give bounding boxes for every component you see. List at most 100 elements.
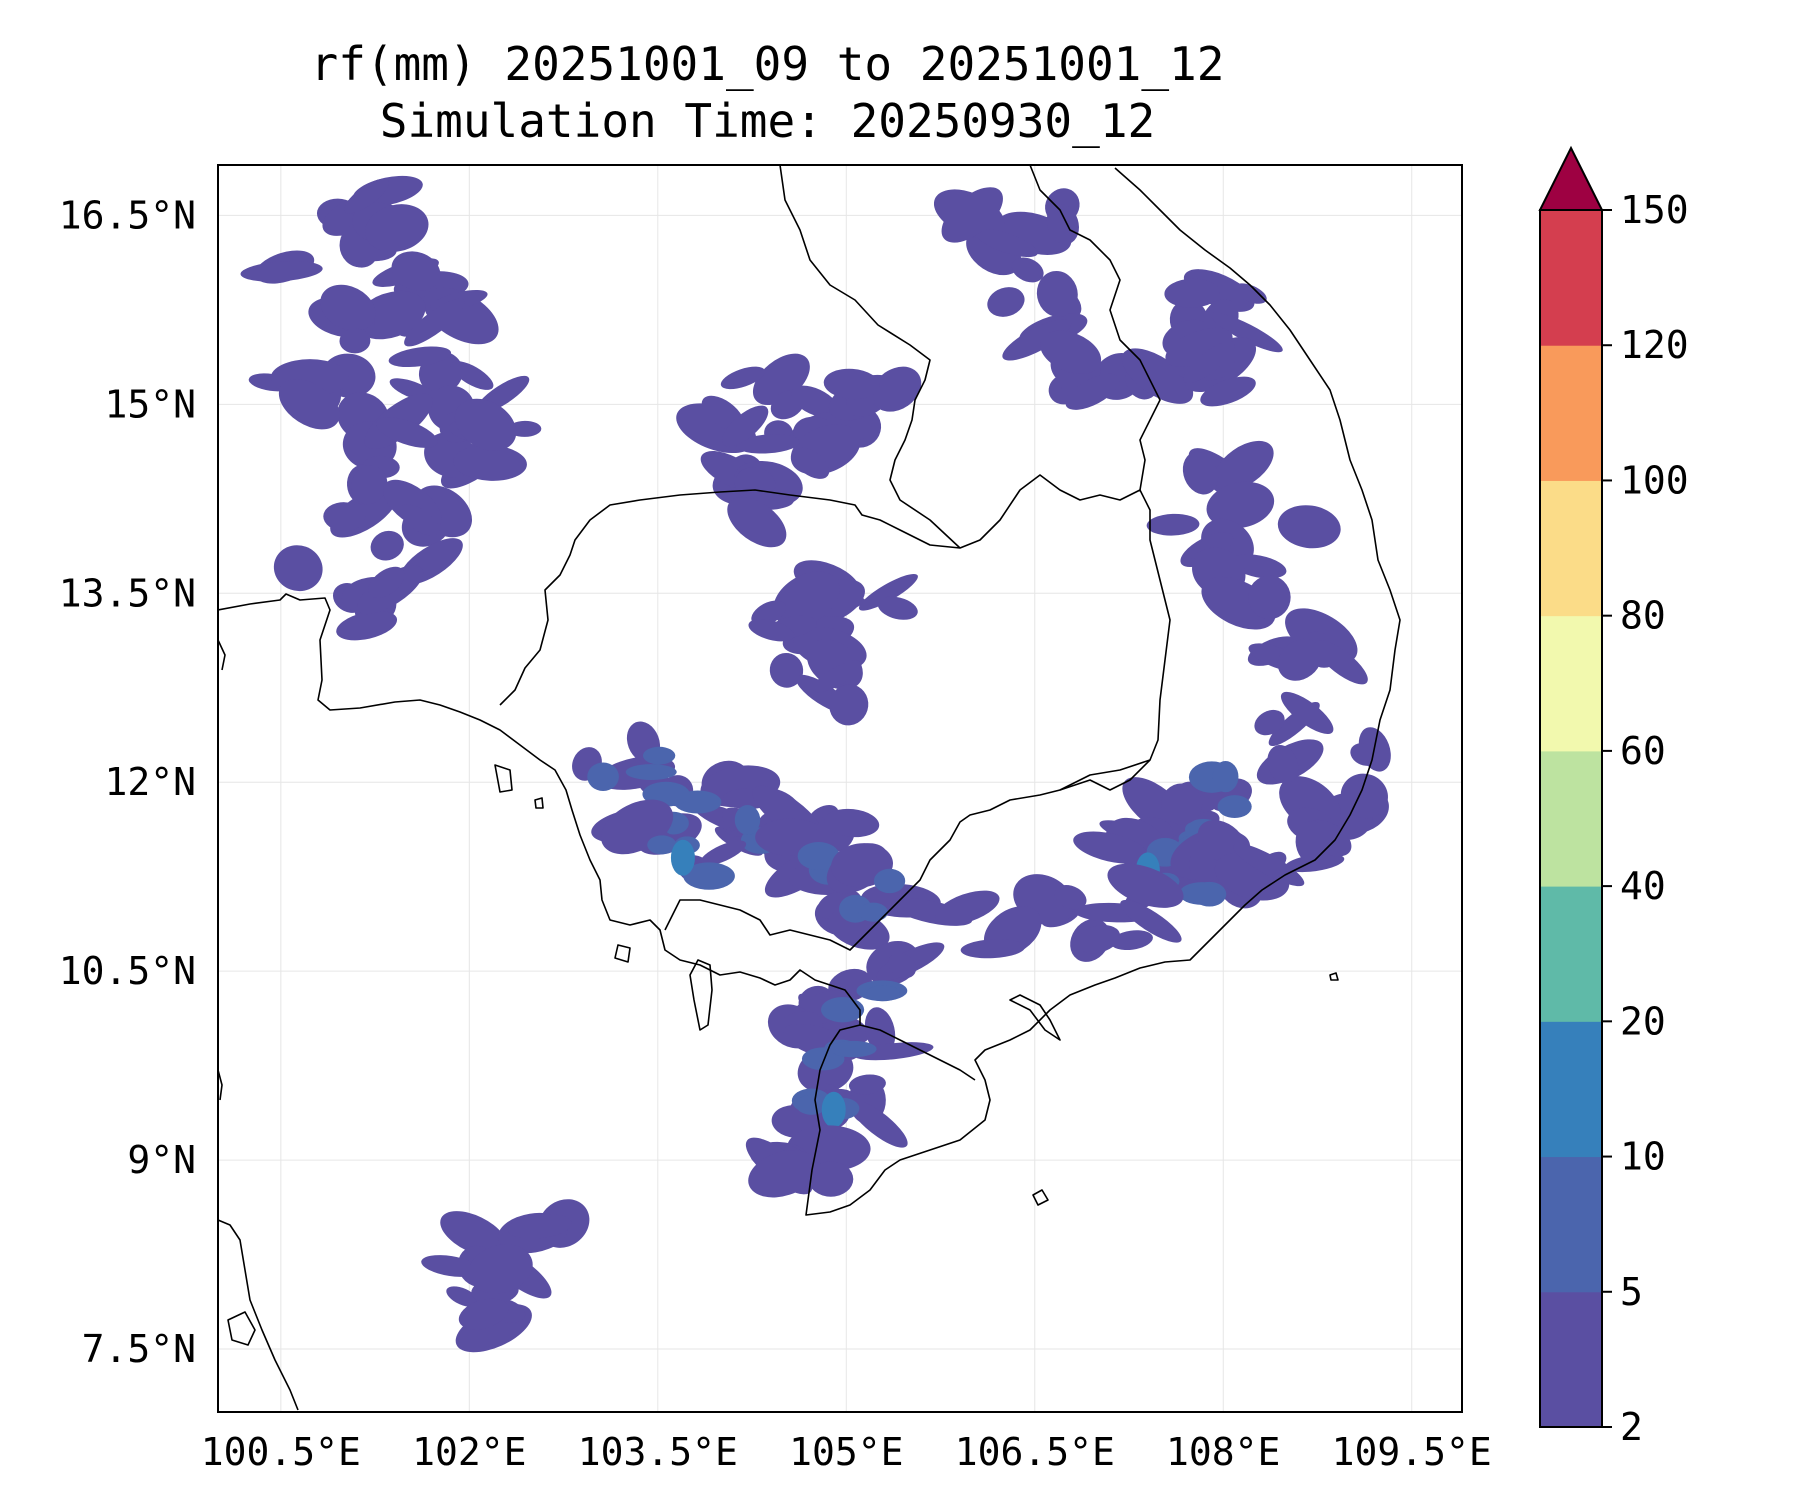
rain-blob	[791, 385, 839, 418]
rain-blob	[941, 187, 1003, 243]
rain-blob-5mm	[873, 868, 906, 894]
colorbar-tick-label: 150	[1620, 188, 1689, 232]
rain-blob	[1073, 831, 1149, 864]
rain-blob-5mm	[858, 902, 888, 922]
rain-blob	[975, 229, 1038, 258]
rain-blob	[365, 204, 429, 252]
lon-tick-label: 108°E	[1166, 1430, 1280, 1474]
rain-cell	[791, 940, 945, 1045]
rain-blob	[399, 504, 440, 536]
island-gulf-small	[534, 797, 544, 809]
rain-blob	[404, 298, 466, 347]
rain-blob	[468, 1244, 533, 1294]
rain-blob	[507, 1213, 572, 1239]
colorbar-tick-label: 10	[1620, 1135, 1666, 1179]
lat-tick-label: 12°N	[104, 760, 196, 804]
rain-blob	[351, 465, 388, 505]
rain-blob	[808, 1161, 854, 1197]
rain-blob	[1280, 691, 1334, 734]
rain-blob	[440, 1211, 508, 1257]
lat-tick-label: 10.5°N	[59, 949, 196, 993]
rain-blob	[1036, 270, 1078, 318]
lat-tick-label: 7.5°N	[82, 1327, 196, 1371]
rain-blob	[421, 1255, 480, 1277]
rain-blob	[1277, 505, 1341, 549]
rain-blob	[1011, 257, 1044, 283]
rain-blob	[792, 447, 830, 479]
lat-tick-label: 9°N	[127, 1138, 196, 1182]
island-con-dao	[1032, 1189, 1049, 1206]
rain-blob-5mm	[625, 764, 677, 780]
rain-blob	[1161, 783, 1203, 825]
rain-blob	[748, 1150, 818, 1198]
longitude-labels: 100.5°E 102°E 103.5°E 105°E 106.5°E 108°E 109.…	[201, 1430, 1492, 1474]
rain-blob	[1120, 900, 1182, 943]
rain-blob	[1002, 319, 1072, 361]
rain-cell	[591, 799, 747, 890]
colorbar-tick-label: 60	[1620, 729, 1666, 773]
rain-blob	[1200, 376, 1256, 407]
rain-blob	[960, 939, 1025, 959]
lon-tick-label: 105°E	[789, 1430, 903, 1474]
rain-cell	[771, 1074, 908, 1148]
rain-blob-5mm	[734, 804, 761, 835]
rain-blob	[1065, 373, 1120, 410]
island-koh-rong	[614, 944, 631, 963]
rain-cell	[1279, 727, 1391, 840]
rain-blob	[1267, 745, 1299, 784]
coastlines-borders	[218, 165, 1401, 1411]
rain-blob	[1040, 330, 1102, 374]
rain-blob-5mm	[1179, 882, 1226, 905]
rain-blob	[824, 808, 880, 838]
rain-blob-10mm	[670, 839, 695, 876]
colorbar-tick-label: 5	[1620, 1270, 1643, 1314]
rain-blob	[1182, 451, 1219, 495]
rain-cell	[1197, 807, 1352, 901]
rainfall-field	[240, 175, 1391, 1353]
rain-blob-5mm	[1217, 795, 1252, 819]
rain-blob	[871, 366, 922, 412]
colorbar-tick-label: 40	[1620, 864, 1666, 908]
rain-blob	[391, 251, 441, 291]
rain-blob	[1214, 440, 1274, 491]
island-phu-quoc	[689, 959, 713, 1031]
rain-blob	[769, 652, 804, 688]
colorbar: 2 5 10 20 40 60 80 100 120 150	[1538, 145, 1689, 1449]
rain-blob	[1076, 924, 1121, 954]
latitude-labels: 16.5°N 15°N 13.5°N 12°N 10.5°N 9°N 7.5°N	[59, 193, 196, 1371]
colorbar-segment	[1540, 345, 1602, 481]
lat-tick-label: 13.5°N	[59, 571, 196, 615]
rain-blob-5mm	[795, 1094, 828, 1115]
rain-blob	[1110, 930, 1153, 951]
colorbar-segment	[1540, 1156, 1602, 1293]
rain-blob	[273, 545, 323, 592]
rain-blob	[1314, 640, 1368, 685]
rain-cell	[323, 464, 451, 561]
rain-blob	[454, 398, 517, 451]
colorbar-tick-label: 2	[1620, 1405, 1643, 1449]
rain-blob	[1277, 638, 1322, 681]
rain-blob	[446, 1286, 480, 1307]
rain-blob	[700, 840, 747, 866]
border-laos-thailand	[779, 165, 961, 549]
coast-southeast-island-arm	[1009, 994, 1061, 1041]
rain-blob	[848, 1074, 886, 1095]
island-koh-kong	[494, 764, 513, 793]
rain-blob	[375, 417, 438, 448]
rain-blob	[1121, 348, 1194, 404]
rain-blob	[1248, 575, 1291, 620]
lat-tick-label: 15°N	[104, 382, 196, 426]
rain-blob	[1054, 884, 1087, 910]
rain-cell	[1254, 638, 1368, 747]
rain-blob	[453, 445, 527, 481]
rain-blob	[370, 530, 404, 561]
rain-cell	[1040, 330, 1194, 410]
rain-cell	[1165, 327, 1257, 407]
rain-blob	[849, 1099, 908, 1148]
map-frame	[217, 164, 1463, 1413]
rain-blob-10mm	[821, 1091, 846, 1128]
rain-blob	[1046, 203, 1079, 245]
rain-cell	[1146, 440, 1275, 536]
colorbar-segment	[1540, 210, 1602, 346]
